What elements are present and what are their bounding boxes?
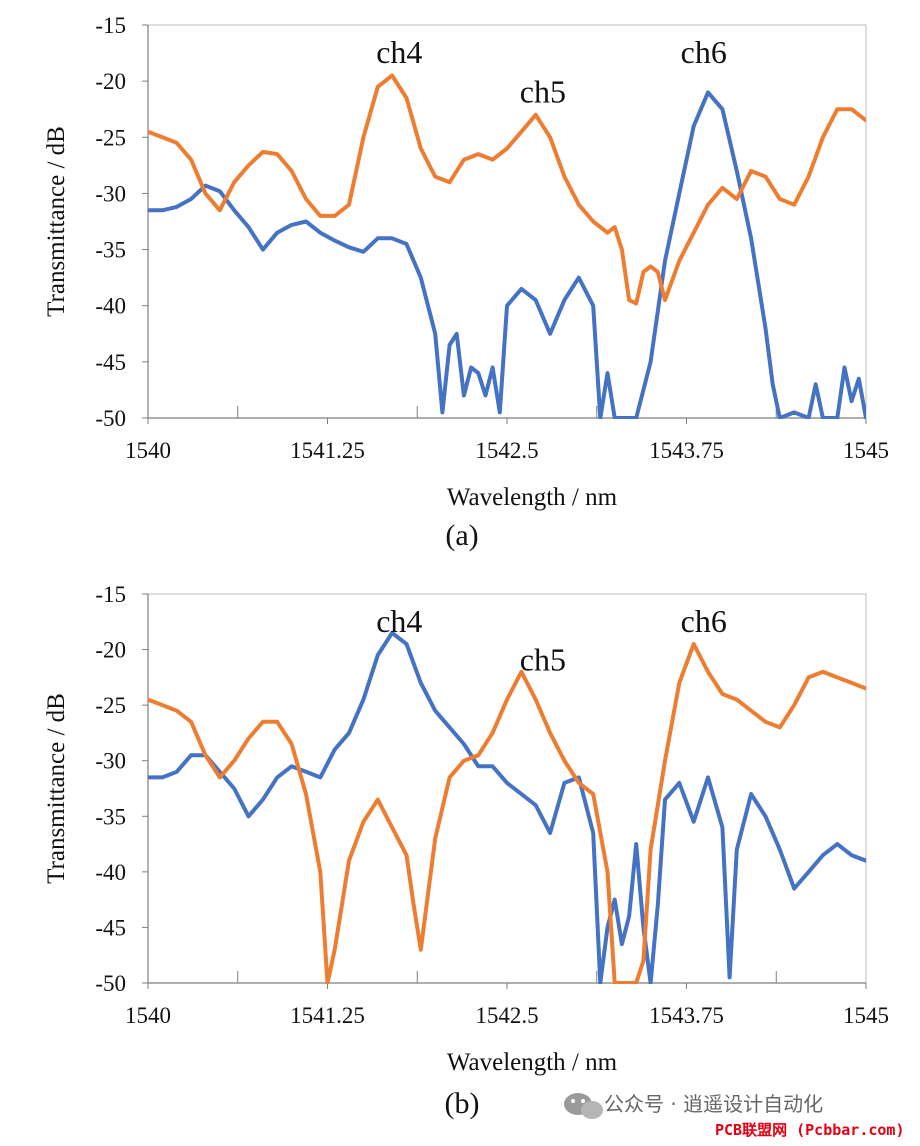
watermark-text: 公众号 · 逍遥设计自动化 (604, 1092, 823, 1116)
watermark-site-text: PCB联盟网 (Pcbbar.com) (715, 1121, 905, 1139)
channel-label-ch5: ch5 (520, 73, 566, 109)
x-axis-title: Wavelength / nm (447, 484, 618, 511)
x-tick-label: 1543.75 (649, 1003, 724, 1028)
y-axis-title: Transmittance / dB (43, 126, 70, 317)
y-tick-label: -30 (95, 181, 126, 206)
y-tick-label: -15 (95, 13, 126, 38)
chart-panel-a: -15 -20 -25 -30 -35 -40 -45 -50 1540 1541.25 1542.… (43, 13, 889, 552)
y-tick-label: -20 (95, 638, 126, 663)
y-tick-label: -15 (95, 582, 126, 607)
y-tick-label: -35 (95, 804, 126, 829)
y-tick-label: -25 (95, 125, 126, 150)
x-tick-label: 1540 (125, 438, 171, 463)
chart-panel-b: -15 -20 -25 -30 -35 -40 -45 -50 1540 1541.25 1542.… (43, 582, 889, 1120)
x-tick-label: 1542.5 (475, 1003, 538, 1028)
x-axis-title: Wavelength / nm (447, 1049, 618, 1076)
panel-label: (b) (445, 1087, 480, 1120)
y-tick-label: -50 (95, 971, 126, 996)
plot-frame (147, 24, 867, 419)
channel-label-ch4: ch4 (376, 603, 422, 639)
y-tick-label: -50 (95, 406, 126, 431)
x-tick-label: 1543.75 (649, 438, 724, 463)
y-tick-label: -20 (95, 69, 126, 94)
x-tick-label: 1545 (843, 438, 889, 463)
series-line-2 (148, 642, 866, 984)
plot-frame (147, 593, 867, 984)
x-tick-label: 1541.25 (290, 438, 365, 463)
series-line-2 (148, 73, 866, 306)
channel-label-ch5: ch5 (520, 642, 566, 678)
wechat-icon (564, 1093, 603, 1119)
y-tick-label: -45 (95, 350, 126, 375)
x-tick-label: 1542.5 (475, 438, 538, 463)
channel-label-ch6: ch6 (681, 34, 727, 70)
y-axis-title: Transmittance / dB (43, 693, 70, 884)
x-tick-label: 1540 (125, 1003, 171, 1028)
channel-label-ch4: ch4 (376, 34, 422, 70)
series-line-1 (148, 630, 866, 984)
y-tick-label: -35 (95, 238, 126, 263)
series-line-1 (148, 90, 866, 419)
y-tick-label: -45 (95, 915, 126, 940)
channel-label-ch6: ch6 (681, 603, 727, 639)
panel-label: (a) (445, 519, 478, 552)
y-tick-label: -40 (95, 294, 126, 319)
y-tick-label: -40 (95, 860, 126, 885)
y-tick-label: -30 (95, 749, 126, 774)
x-tick-label: 1541.25 (290, 1003, 365, 1028)
y-tick-label: -25 (95, 693, 126, 718)
watermark: 公众号 · 逍遥设计自动化 PCB联盟网 (Pcbbar.com) (564, 1092, 916, 1140)
x-tick-label: 1545 (843, 1003, 889, 1028)
